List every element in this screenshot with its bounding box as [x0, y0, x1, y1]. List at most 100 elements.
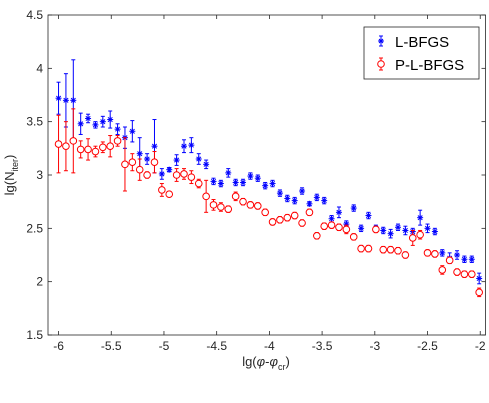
data-point — [476, 275, 483, 282]
data-point — [453, 268, 461, 276]
data-point — [165, 190, 174, 198]
data-point — [158, 186, 166, 194]
x-axis-title: lg(φ-φcr) — [242, 354, 290, 372]
data-point — [262, 182, 269, 189]
legend-l-bfgs-marker — [378, 38, 384, 44]
data-point — [239, 197, 247, 206]
legend: L-BFGS P-L-BFGS — [363, 26, 480, 80]
x-tick-label: -6 — [53, 339, 64, 353]
data-point — [151, 143, 158, 150]
data-point — [467, 270, 476, 279]
data-point — [173, 157, 180, 164]
data-point — [144, 156, 151, 162]
data-point — [475, 288, 483, 297]
data-point — [284, 195, 291, 202]
data-point — [202, 192, 210, 201]
data-point — [99, 118, 106, 125]
data-point — [276, 190, 283, 197]
data-point — [194, 179, 203, 188]
data-point — [247, 173, 254, 180]
data-point — [187, 173, 196, 181]
data-point — [172, 171, 181, 179]
legend-p-l-bfgs-marker — [377, 60, 385, 68]
x-tick-label: -4 — [264, 339, 275, 353]
data-point — [54, 140, 63, 148]
data-point — [210, 178, 217, 185]
series-p-l-bfgs — [54, 108, 483, 298]
y-tick-label: 4 — [36, 61, 43, 75]
data-point — [291, 197, 298, 204]
legend-l-bfgs-label: L-BFGS — [395, 34, 449, 51]
data-point — [92, 121, 99, 128]
data-point — [76, 145, 85, 154]
data-point — [136, 150, 143, 157]
y-tick-label: 3.5 — [26, 115, 43, 129]
data-point — [358, 225, 365, 232]
data-point — [158, 170, 165, 177]
data-point — [107, 116, 114, 123]
data-point — [299, 188, 306, 194]
legend-p-l-bfgs-label: P-L-BFGS — [395, 57, 464, 74]
data-point — [321, 197, 328, 204]
x-tick-label: -5.5 — [101, 339, 122, 353]
data-point — [143, 171, 151, 179]
data-point — [335, 209, 342, 216]
data-point — [195, 156, 202, 162]
data-point — [402, 227, 409, 234]
data-point — [298, 219, 306, 227]
data-point — [439, 249, 446, 256]
data-point — [268, 218, 277, 226]
data-point — [424, 225, 431, 232]
data-point — [445, 256, 454, 265]
data-point — [313, 232, 321, 240]
data-point — [113, 137, 122, 145]
data-point — [254, 175, 261, 182]
data-point — [129, 128, 136, 135]
data-point — [438, 266, 447, 274]
x-tick-label: -3.5 — [312, 339, 333, 353]
data-point — [365, 212, 372, 219]
legend-box — [363, 26, 480, 80]
data-point — [468, 256, 475, 263]
tick-layer: -6 -5.5 -5 -4.5 -4 -3.5 -3 -2.5 -2 1.5 2 2.5 3 3.5 4 4.… — [26, 8, 486, 353]
data-point — [395, 224, 401, 231]
data-point — [349, 233, 358, 241]
data-point — [62, 97, 69, 104]
data-point — [91, 147, 100, 156]
data-point — [305, 208, 314, 217]
data-point — [240, 179, 247, 186]
data-point — [135, 165, 144, 174]
data-point — [77, 120, 84, 127]
data-point — [454, 252, 461, 258]
data-point — [188, 142, 195, 149]
x-tick-label: -3 — [369, 339, 380, 353]
data-point — [269, 180, 276, 187]
data-point — [150, 158, 159, 166]
y-tick-label: 3 — [36, 168, 43, 182]
data-point — [283, 213, 292, 222]
data-point — [431, 228, 438, 235]
data-point — [401, 251, 410, 259]
data-point — [70, 97, 77, 104]
data-point — [313, 194, 320, 201]
data-point — [387, 230, 394, 237]
data-point — [327, 221, 336, 229]
data-point — [114, 126, 121, 133]
data-point — [342, 225, 351, 234]
data-point — [128, 158, 137, 166]
data-point — [460, 270, 469, 279]
data-point — [225, 169, 232, 176]
data-point — [431, 250, 439, 258]
data-point — [99, 143, 107, 152]
data-point — [217, 203, 225, 211]
data-point — [408, 234, 417, 242]
data-point — [335, 223, 343, 232]
data-point — [84, 145, 92, 154]
series-layer — [54, 59, 483, 298]
legend-entry-p-l-bfgs: P-L-BFGS — [377, 57, 464, 74]
legend-entry-l-bfgs: L-BFGS — [378, 34, 449, 51]
data-point — [276, 216, 284, 224]
data-point — [224, 205, 233, 213]
data-point — [166, 166, 173, 173]
